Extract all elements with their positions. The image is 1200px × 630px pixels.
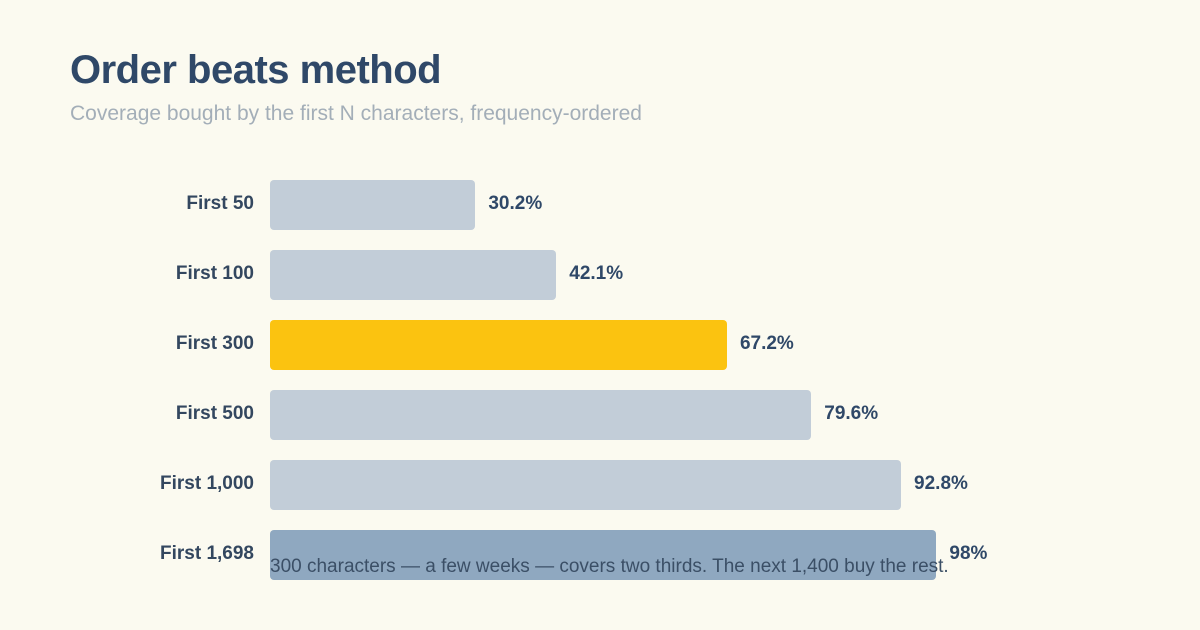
bar [270, 390, 812, 440]
category-label: First 1,698 [160, 543, 254, 564]
value-label: 79.6% [824, 403, 879, 424]
chart-title: Order beats method [70, 48, 442, 92]
category-label: First 500 [175, 403, 254, 424]
value-label: 98% [949, 543, 988, 564]
chart-subtitle: Coverage bought by the first N character… [70, 102, 642, 125]
bar [270, 180, 476, 230]
bar [270, 530, 937, 580]
value-label: 30.2% [488, 193, 543, 214]
category-label: First 300 [175, 333, 254, 354]
value-label: 42.1% [569, 263, 624, 284]
category-label: First 100 [175, 263, 254, 284]
category-label: First 50 [186, 193, 254, 214]
bar [270, 460, 902, 510]
value-label: 67.2% [739, 333, 794, 354]
value-label: 92.8% [914, 473, 968, 494]
category-label: First 1,000 [160, 473, 254, 494]
bar [270, 250, 557, 300]
chart-footnote: 300 characters — a few weeks — covers tw… [270, 556, 949, 577]
bar [270, 320, 727, 370]
